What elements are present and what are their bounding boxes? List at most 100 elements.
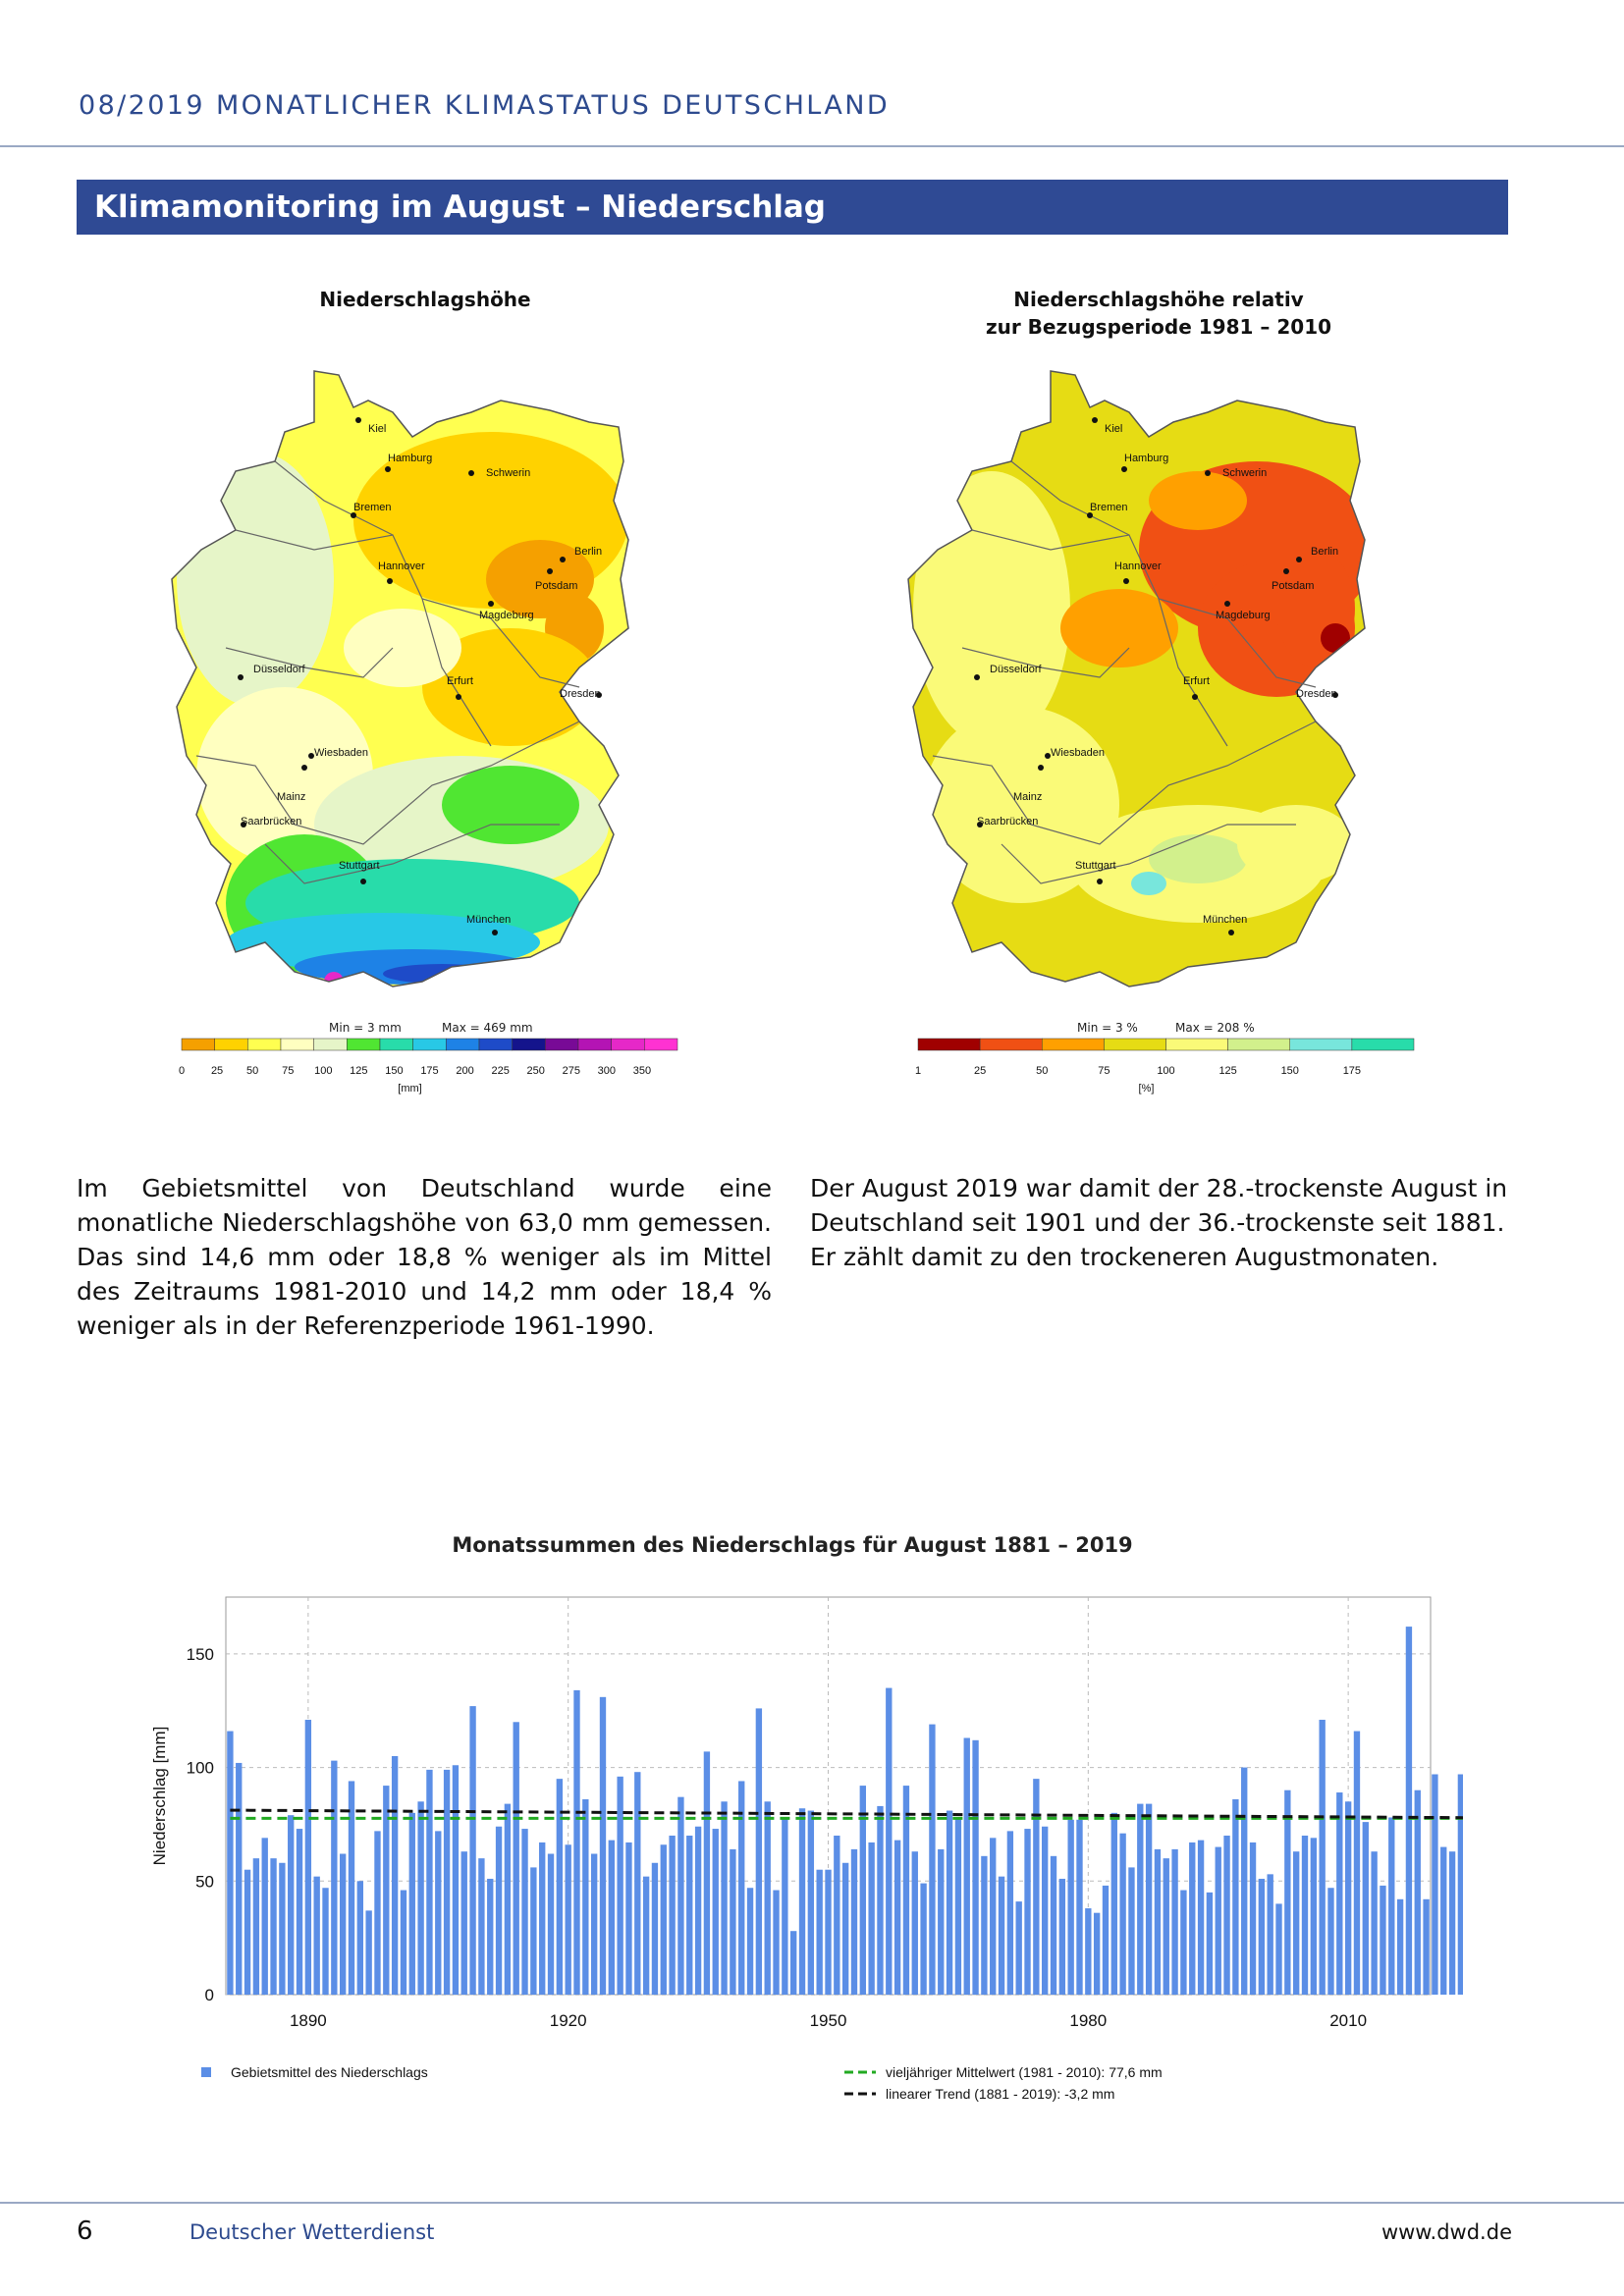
bar [773,1890,780,1995]
bar [798,1808,806,1995]
bar [1319,1719,1326,1995]
map-right-colorbar: 1 25 50 75 100 125 150 175[%] [915,1038,1415,1095]
bar [513,1722,519,1995]
bar [469,1706,476,1995]
bar [1163,1858,1169,1995]
bar [417,1801,424,1995]
bar [859,1786,866,1995]
bar [331,1760,338,1995]
bar [1110,1812,1117,1995]
city-label: Magdeburg [479,610,534,621]
right-colorbar-swatch [1042,1038,1105,1051]
bar [1353,1731,1361,1995]
right-colorbar-tick: 125 [1218,1065,1236,1077]
city-label: Bremen [353,502,392,513]
x-tick-label: 1890 [290,2011,327,2030]
left-colorbar-swatch [379,1038,413,1051]
bar [1344,1801,1352,1995]
bar [252,1858,260,1995]
city-label: Schwerin [486,467,530,479]
right-colorbar-tick: 75 [1098,1065,1110,1077]
bar [807,1810,815,1995]
bar [452,1765,460,1995]
bar [1432,1774,1438,1995]
bar [669,1836,676,1995]
bar [556,1779,564,1995]
city-label: Düsseldorf [253,664,306,675]
bar [1215,1846,1221,1995]
legend-label-mean: vieljähriger Mittelwert (1981 - 2010): 7… [886,2064,1163,2080]
bar [782,1817,788,1995]
bar [539,1842,546,1995]
bar [764,1801,771,1995]
bar [313,1876,320,1995]
bar [1241,1767,1248,1995]
bar [279,1862,286,1995]
bar [911,1851,918,1995]
bar [877,1805,884,1995]
bar [825,1869,832,1995]
y-tick-label: 50 [195,1872,214,1891]
precipitation-bar-chart: 0 50 100 150 1890 1920 1950 1980 2010 Niederschl… [150,1596,1463,2102]
bar [408,1812,415,1995]
x-tick-label: 1920 [550,2011,587,2030]
website-link[interactable]: www.dwd.de [1380,2220,1512,2244]
section-banner: Klimamonitoring im August – Niederschlag [77,180,1508,235]
bar [1380,1885,1386,1995]
map-right-title-line1: Niederschlagshöhe relativ [1013,288,1304,311]
bar [938,1848,945,1995]
left-colorbar-swatch [412,1038,447,1051]
bar [1292,1851,1300,1995]
legend-label-trend: linearer Trend (1881 - 2019): -3,2 mm [886,2086,1114,2102]
city-label: Hamburg [388,453,432,464]
bar [625,1842,632,1995]
bar [304,1719,312,1995]
y-tick-label: 100 [187,1759,214,1778]
bar [1154,1848,1162,1995]
publisher-name: Deutscher Wetterdienst [189,2220,435,2244]
bar [487,1878,494,1995]
bar [391,1756,399,1995]
bar [998,1876,1005,1995]
right-colorbar-swatch [1227,1038,1290,1051]
bar [946,1810,953,1995]
city-label: Wiesbaden [1051,747,1105,759]
bar [608,1840,615,1995]
left-colorbar-tick: 100 [314,1065,332,1077]
bar [790,1931,797,1995]
bar [1119,1833,1126,1995]
left-colorbar-tick: 150 [385,1065,403,1077]
left-colorbar-swatch [347,1038,381,1051]
city-label: Hamburg [1124,453,1168,464]
bar [755,1708,763,1995]
bar [1362,1822,1369,1995]
header-rule [0,145,1624,147]
city-label: München [1203,914,1247,926]
bar [1448,1851,1456,1995]
right-colorbar-swatch [1165,1038,1228,1051]
city-label: Berlin [574,546,602,558]
bar [1457,1774,1463,1995]
city-label: München [466,914,511,926]
bar [1042,1826,1049,1995]
city-label: Stuttgart [1075,860,1116,872]
x-tick-label: 1980 [1069,2011,1107,2030]
city-label: Düsseldorf [990,664,1043,675]
map-right-title-line2: zur Bezugsperiode 1981 – 2010 [985,315,1332,339]
right-colorbar-unit: [%] [1139,1083,1155,1095]
bar [920,1883,927,1995]
bar [1284,1789,1291,1995]
bar [902,1786,910,1995]
city-label: Mainz [1013,791,1042,803]
city-label: Potsdam [1272,580,1314,592]
bar [929,1724,936,1995]
bar [478,1858,485,1995]
left-colorbar-swatch [478,1038,513,1051]
bar [954,1817,962,1995]
bar [1371,1851,1378,1995]
bar [1249,1842,1257,1995]
right-colorbar-tick: 50 [1036,1065,1048,1077]
bar [504,1803,512,1995]
bar [841,1862,849,1995]
city-label: Stuttgart [339,860,380,872]
